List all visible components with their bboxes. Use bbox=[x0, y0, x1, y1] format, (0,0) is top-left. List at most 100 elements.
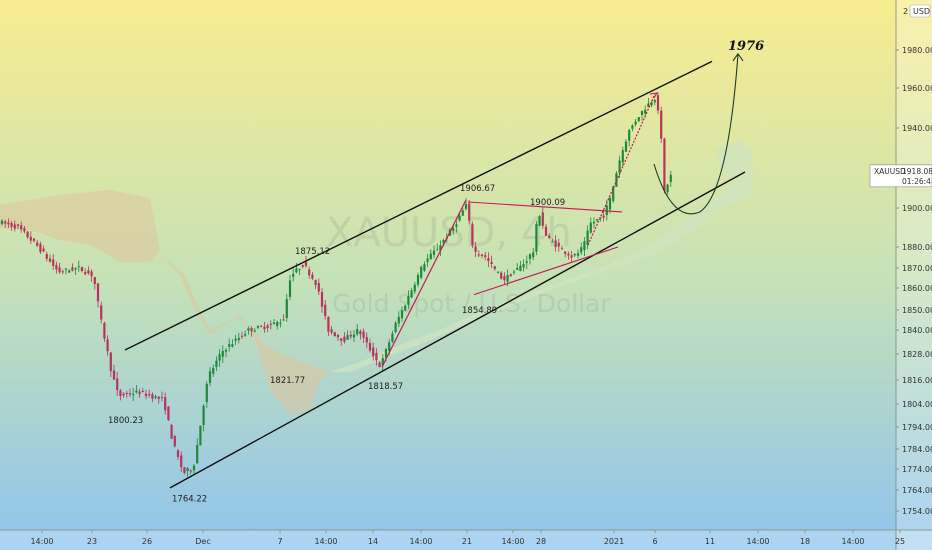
candle-bullish bbox=[413, 284, 416, 292]
candle-bullish bbox=[596, 218, 599, 221]
candle-bearish bbox=[36, 242, 39, 246]
candle-bullish bbox=[132, 393, 135, 396]
candle-bearish bbox=[602, 215, 605, 218]
x-axis-panel bbox=[0, 530, 932, 550]
candle-bearish bbox=[660, 110, 663, 139]
candle-bullish bbox=[212, 367, 215, 374]
candle-bearish bbox=[48, 258, 52, 262]
candle-bullish bbox=[586, 230, 589, 245]
candle-bearish bbox=[183, 467, 186, 474]
candle-bearish bbox=[260, 325, 263, 327]
candle-bullish bbox=[631, 125, 634, 129]
candle-bullish bbox=[154, 396, 157, 398]
candle-bullish bbox=[464, 203, 468, 209]
candle-bearish bbox=[484, 255, 487, 257]
x-tick-label: 26 bbox=[142, 537, 152, 546]
projection-curve bbox=[653, 53, 739, 215]
candle-bullish bbox=[439, 245, 442, 251]
candle-bullish bbox=[532, 252, 535, 258]
y-tick-label: 1850.00 bbox=[902, 306, 932, 315]
candle-bearish bbox=[320, 292, 324, 307]
candle-bearish bbox=[93, 276, 96, 285]
x-tick-label: 14:00 bbox=[409, 537, 432, 546]
level-label: 1875.12 bbox=[295, 247, 330, 257]
candle-bearish bbox=[170, 424, 173, 439]
candle-bullish bbox=[455, 224, 458, 227]
candle-bullish bbox=[432, 250, 436, 255]
x-tick-label: 2021 bbox=[604, 537, 624, 546]
candle-bullish bbox=[410, 290, 413, 298]
candle-bearish bbox=[58, 267, 61, 273]
candle-bearish bbox=[314, 280, 317, 286]
x-tick-label: Dec bbox=[195, 537, 210, 546]
candle-bearish bbox=[564, 251, 567, 254]
candle-bullish bbox=[605, 205, 608, 216]
candle-bearish bbox=[32, 238, 36, 241]
candle-bullish bbox=[628, 129, 631, 141]
candle-bullish bbox=[221, 351, 224, 357]
candle-bearish bbox=[308, 269, 311, 276]
candle-bearish bbox=[45, 254, 48, 259]
x-tick-label: 14 bbox=[368, 537, 378, 546]
level-label: 1900.09 bbox=[530, 198, 565, 208]
candle-bullish bbox=[202, 405, 205, 426]
candle-bearish bbox=[167, 406, 170, 421]
candle-bearish bbox=[500, 272, 503, 279]
candle-bullish bbox=[666, 184, 669, 193]
candlesticks bbox=[0, 92, 672, 477]
candle-bullish bbox=[247, 328, 250, 331]
candle-bearish bbox=[333, 332, 336, 337]
y-tick-label: 1960.00 bbox=[902, 84, 932, 93]
candle-bearish bbox=[122, 393, 125, 396]
candle-bearish bbox=[100, 305, 103, 320]
level-label: 1906.67 bbox=[460, 184, 495, 194]
y-tick-label: 1764.00 bbox=[902, 486, 932, 495]
candle-bullish bbox=[551, 241, 554, 243]
projection-target-label: 1976 bbox=[728, 39, 764, 54]
x-tick-label: 7 bbox=[277, 537, 282, 546]
candle-bearish bbox=[554, 240, 557, 248]
candle-bullish bbox=[231, 344, 234, 347]
candle-bearish bbox=[263, 326, 266, 330]
candle-bullish bbox=[199, 425, 202, 446]
y-tick-label: 1940.00 bbox=[902, 124, 932, 133]
candle-bearish bbox=[29, 236, 32, 241]
currency-label: USD bbox=[913, 7, 930, 16]
candle-bullish bbox=[592, 221, 596, 224]
candle-bearish bbox=[20, 225, 23, 230]
candle-bearish bbox=[106, 339, 109, 352]
candle-bearish bbox=[125, 393, 128, 395]
candle-bullish bbox=[288, 280, 292, 297]
candle-bearish bbox=[141, 391, 144, 393]
cloud-area bbox=[715, 140, 752, 180]
candle-bearish bbox=[160, 396, 164, 398]
candle-bullish bbox=[576, 253, 580, 256]
candle-bullish bbox=[420, 266, 423, 278]
y-tick-label: 1754.00 bbox=[902, 507, 932, 516]
candle-bearish bbox=[176, 450, 180, 458]
candle-bullish bbox=[506, 275, 509, 282]
y-tick-label: 1828.00 bbox=[902, 350, 932, 359]
candle-bearish bbox=[336, 334, 340, 338]
candle-bullish bbox=[77, 266, 80, 268]
candle-bearish bbox=[509, 274, 512, 277]
x-tick-label: 14:00 bbox=[746, 537, 769, 546]
candle-bullish bbox=[381, 358, 384, 366]
candle-bearish bbox=[304, 262, 308, 267]
candle-bearish bbox=[548, 235, 551, 238]
price-badge-value: 1918.08 bbox=[902, 167, 932, 176]
y-tick-label: 1980.00 bbox=[902, 46, 932, 55]
x-tick-label: 25 bbox=[895, 537, 905, 546]
candle-bullish bbox=[228, 344, 231, 347]
candle-bearish bbox=[317, 282, 320, 292]
candle-bullish bbox=[74, 268, 77, 270]
candle-bullish bbox=[224, 350, 228, 352]
candle-bearish bbox=[90, 271, 93, 277]
candle-bearish bbox=[282, 319, 285, 321]
candle-bearish bbox=[375, 352, 378, 361]
candle-bullish bbox=[356, 329, 359, 335]
